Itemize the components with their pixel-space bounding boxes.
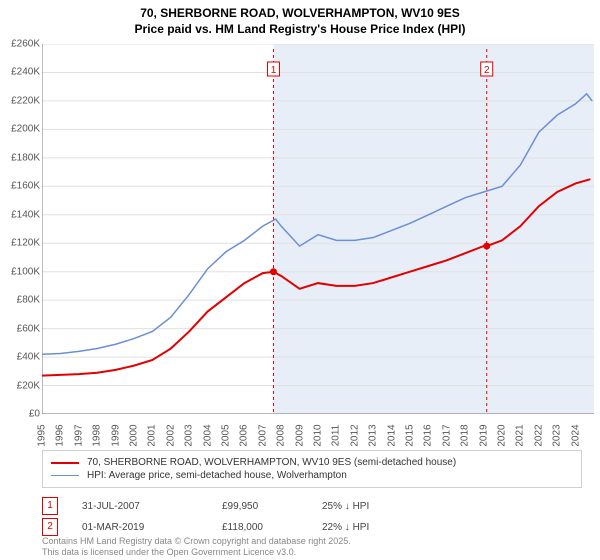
y-tick-label: £0 bbox=[2, 409, 40, 420]
y-tick-label: £40K bbox=[2, 352, 40, 363]
footer-line-1: Contains HM Land Registry data © Crown c… bbox=[42, 536, 351, 547]
x-tick-label: 2012 bbox=[349, 424, 360, 446]
title-line-2: Price paid vs. HM Land Registry's House … bbox=[0, 22, 600, 38]
y-tick-label: £200K bbox=[2, 124, 40, 135]
y-tick-label: £100K bbox=[2, 266, 40, 277]
x-tick-label: 2010 bbox=[313, 424, 324, 446]
marker-date-2: 01-MAR-2019 bbox=[82, 522, 222, 533]
x-tick-label: 2009 bbox=[294, 424, 305, 446]
x-tick-label: 2006 bbox=[239, 424, 250, 446]
y-tick-label: £140K bbox=[2, 209, 40, 220]
x-tick-label: 2022 bbox=[533, 424, 544, 446]
marker-price-1: £99,950 bbox=[222, 501, 322, 512]
marker-box-2: 2 bbox=[42, 518, 58, 536]
marker-price-2: £118,000 bbox=[222, 522, 322, 533]
x-tick-label: 1998 bbox=[92, 424, 103, 446]
x-tick-label: 2001 bbox=[147, 424, 158, 446]
x-tick-label: 2023 bbox=[552, 424, 563, 446]
x-tick-label: 1999 bbox=[110, 424, 121, 446]
y-tick-label: £160K bbox=[2, 181, 40, 192]
legend-swatch-price-paid bbox=[51, 462, 79, 464]
x-tick-label: 2007 bbox=[257, 424, 268, 446]
chart-container: 70, SHERBORNE ROAD, WOLVERHAMPTON, WV10 … bbox=[0, 0, 600, 560]
x-tick-label: 2021 bbox=[515, 424, 526, 446]
marker-diff-2: 22% ↓ HPI bbox=[322, 522, 442, 533]
x-tick-label: 2004 bbox=[202, 424, 213, 446]
legend-row-2: HPI: Average price, semi-detached house,… bbox=[51, 470, 573, 481]
x-tick-label: 2019 bbox=[478, 424, 489, 446]
x-tick-label: 2013 bbox=[368, 424, 379, 446]
legend-swatch-hpi bbox=[51, 475, 79, 476]
legend: 70, SHERBORNE ROAD, WOLVERHAMPTON, WV10 … bbox=[42, 450, 582, 488]
title-line-1: 70, SHERBORNE ROAD, WOLVERHAMPTON, WV10 … bbox=[0, 6, 600, 22]
x-tick-label: 2024 bbox=[570, 424, 581, 446]
y-tick-label: £240K bbox=[2, 67, 40, 78]
x-tick-label: 2017 bbox=[441, 424, 452, 446]
marker-row-2: 2 01-MAR-2019 £118,000 22% ↓ HPI bbox=[42, 518, 582, 536]
y-tick-label: £260K bbox=[2, 39, 40, 50]
marker-box-1: 1 bbox=[42, 497, 58, 515]
y-tick-label: £80K bbox=[2, 295, 40, 306]
y-tick-label: £20K bbox=[2, 380, 40, 391]
x-tick-label: 2015 bbox=[405, 424, 416, 446]
chart-svg: 12 bbox=[42, 44, 594, 414]
title-block: 70, SHERBORNE ROAD, WOLVERHAMPTON, WV10 … bbox=[0, 0, 600, 37]
x-tick-label: 2008 bbox=[276, 424, 287, 446]
y-tick-label: £120K bbox=[2, 238, 40, 249]
marker-diff-1: 25% ↓ HPI bbox=[322, 501, 442, 512]
x-tick-label: 2016 bbox=[423, 424, 434, 446]
legend-label-price-paid: 70, SHERBORNE ROAD, WOLVERHAMPTON, WV10 … bbox=[87, 457, 456, 468]
marker-table: 1 31-JUL-2007 £99,950 25% ↓ HPI 2 01-MAR… bbox=[42, 494, 582, 539]
x-tick-label: 2014 bbox=[386, 424, 397, 446]
footer: Contains HM Land Registry data © Crown c… bbox=[42, 536, 351, 558]
legend-row-1: 70, SHERBORNE ROAD, WOLVERHAMPTON, WV10 … bbox=[51, 457, 573, 468]
x-tick-label: 1997 bbox=[73, 424, 84, 446]
chart-area: 12 bbox=[42, 44, 594, 414]
x-tick-label: 1995 bbox=[37, 424, 48, 446]
y-tick-label: £220K bbox=[2, 95, 40, 106]
x-tick-label: 2020 bbox=[497, 424, 508, 446]
x-tick-label: 2018 bbox=[460, 424, 471, 446]
x-tick-label: 2002 bbox=[165, 424, 176, 446]
svg-text:2: 2 bbox=[484, 65, 490, 76]
y-tick-label: £60K bbox=[2, 323, 40, 334]
marker-row-1: 1 31-JUL-2007 £99,950 25% ↓ HPI bbox=[42, 497, 582, 515]
x-tick-label: 1996 bbox=[55, 424, 66, 446]
y-tick-label: £180K bbox=[2, 152, 40, 163]
x-tick-label: 2000 bbox=[129, 424, 140, 446]
x-tick-label: 2003 bbox=[184, 424, 195, 446]
marker-date-1: 31-JUL-2007 bbox=[82, 501, 222, 512]
footer-line-2: This data is licensed under the Open Gov… bbox=[42, 547, 351, 558]
x-tick-label: 2011 bbox=[331, 425, 342, 447]
x-tick-label: 2005 bbox=[221, 424, 232, 446]
svg-text:1: 1 bbox=[271, 65, 277, 76]
legend-label-hpi: HPI: Average price, semi-detached house,… bbox=[87, 470, 347, 481]
